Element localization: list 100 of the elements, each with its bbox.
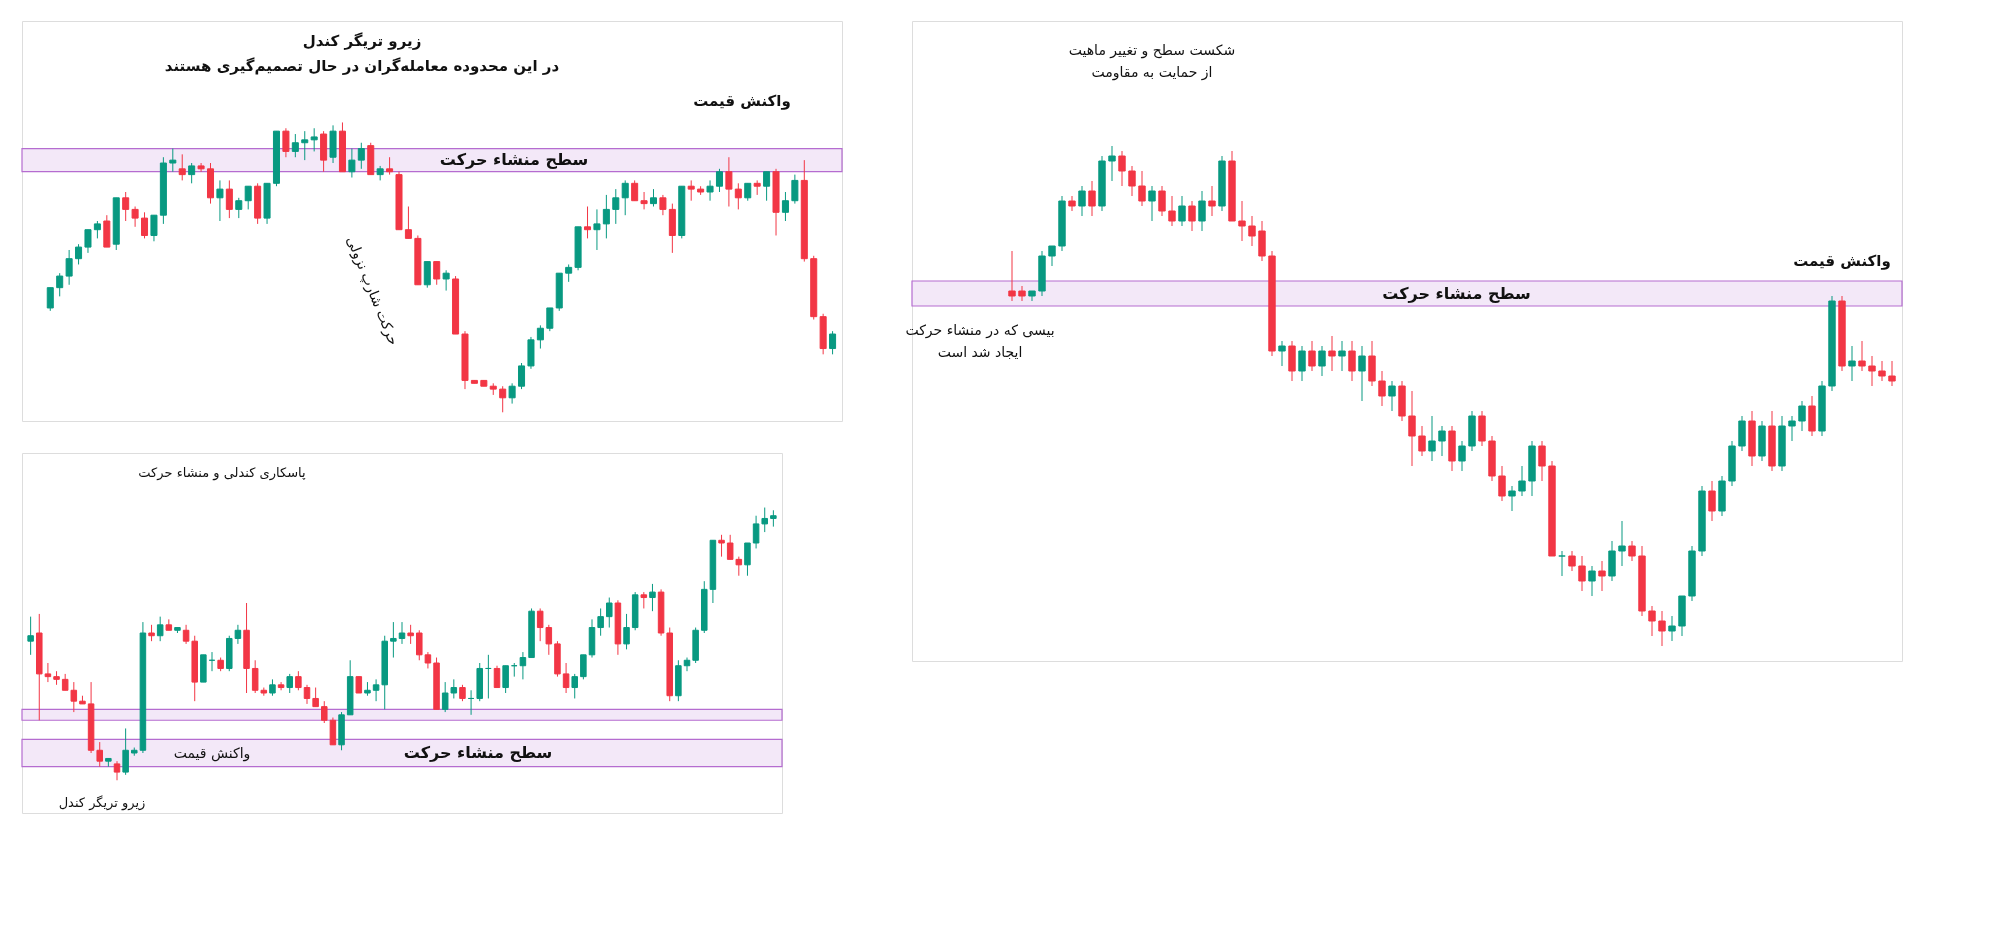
candlestick bbox=[150, 214, 158, 242]
candlestick bbox=[1658, 610, 1666, 647]
candlestick bbox=[1868, 355, 1876, 387]
candlestick bbox=[571, 673, 578, 699]
text: زیرو تریگر کندل bbox=[58, 795, 146, 811]
candlestick bbox=[1418, 425, 1426, 457]
candlestick bbox=[536, 324, 544, 350]
annotation: واکنش قیمت bbox=[1793, 252, 1891, 270]
band-label: سطح منشاء حرکت bbox=[1382, 283, 1531, 303]
candlestick bbox=[1378, 370, 1386, 407]
candlestick bbox=[407, 624, 414, 645]
candlestick bbox=[1108, 145, 1116, 182]
candlestick bbox=[27, 616, 34, 656]
candlestick bbox=[1068, 195, 1076, 212]
candlestick bbox=[1358, 345, 1366, 402]
candlestick bbox=[1078, 185, 1086, 217]
candlestick bbox=[1588, 565, 1596, 597]
candlestick bbox=[1188, 200, 1196, 232]
candlestick bbox=[499, 385, 507, 413]
candlestick bbox=[612, 188, 620, 225]
candlestick bbox=[169, 148, 177, 173]
band-label: سطح منشاء حرکت bbox=[439, 150, 589, 170]
candlestick bbox=[1438, 425, 1446, 457]
candlestick bbox=[56, 272, 64, 297]
candlestick bbox=[1708, 480, 1716, 522]
candlestick bbox=[1088, 180, 1096, 217]
candlestick bbox=[1238, 200, 1246, 242]
candlestick bbox=[1508, 485, 1516, 512]
candlestick bbox=[1628, 540, 1636, 562]
candlestick bbox=[508, 382, 516, 405]
candlestick bbox=[580, 654, 587, 680]
candlestick bbox=[1318, 345, 1326, 377]
candlestick bbox=[640, 191, 648, 210]
candlestick bbox=[277, 681, 285, 691]
candlestick bbox=[502, 665, 509, 694]
candlestick bbox=[763, 171, 771, 202]
candlestick bbox=[1048, 245, 1056, 267]
annotation: حرکت شارپ نزولی bbox=[342, 233, 403, 348]
candlestick bbox=[623, 613, 630, 650]
candlestick bbox=[178, 153, 186, 181]
annotation: واکنش قیمت bbox=[173, 745, 251, 762]
annotation: ایجاد شد است bbox=[937, 344, 1023, 360]
candlestick bbox=[310, 127, 318, 152]
candlestick bbox=[122, 727, 129, 776]
text: در این محدوده معامله‌گران در حال تصمیم‌گیری هستند bbox=[164, 57, 560, 75]
candlestick bbox=[606, 597, 613, 629]
candlestick bbox=[1428, 415, 1436, 462]
candlestick bbox=[1888, 360, 1896, 387]
candlestick bbox=[725, 156, 733, 208]
candlestick bbox=[291, 133, 299, 158]
candlestick bbox=[1558, 550, 1566, 577]
candlestick bbox=[546, 307, 554, 332]
candlestick bbox=[442, 269, 450, 292]
candlestick bbox=[225, 179, 233, 219]
candlestick bbox=[1138, 170, 1146, 207]
candlestick bbox=[518, 362, 526, 390]
candlestick bbox=[1788, 415, 1796, 442]
candlestick bbox=[1568, 550, 1576, 572]
candlestick bbox=[744, 542, 751, 577]
band-label: سطح منشاء حرکت bbox=[403, 743, 553, 762]
candlestick bbox=[562, 662, 570, 694]
candlestick bbox=[1518, 465, 1526, 497]
text: واکنش قیمت bbox=[693, 92, 791, 110]
candlestick bbox=[1878, 360, 1886, 382]
candlestick bbox=[631, 179, 639, 202]
candlestick bbox=[734, 182, 742, 210]
candlestick bbox=[423, 261, 431, 289]
candlestick bbox=[687, 179, 695, 202]
candlestick bbox=[593, 208, 601, 251]
candlestick bbox=[1308, 340, 1316, 372]
candlestick bbox=[398, 621, 406, 645]
candlestick bbox=[122, 191, 130, 222]
annotation: بیسی که در منشاء حرکت bbox=[905, 322, 1055, 339]
text: زیرو تریگر کندل bbox=[302, 32, 422, 50]
candlestick bbox=[113, 760, 121, 781]
candlestick bbox=[1618, 520, 1626, 567]
candlestick bbox=[156, 616, 164, 642]
candlestick bbox=[659, 194, 667, 216]
candlestick bbox=[216, 179, 224, 222]
candlestick bbox=[1198, 190, 1206, 232]
candlestick bbox=[1408, 390, 1416, 467]
text: از حمایت به مقاومت bbox=[1091, 64, 1213, 81]
candlestick bbox=[1338, 340, 1346, 372]
candlestick bbox=[519, 651, 527, 680]
candlestick bbox=[718, 534, 725, 558]
candlestick bbox=[1298, 345, 1306, 382]
candlestick bbox=[235, 197, 243, 219]
candlestick bbox=[348, 148, 356, 179]
candlestick bbox=[244, 185, 252, 210]
candlestick bbox=[493, 665, 501, 689]
candlestick bbox=[1458, 440, 1466, 472]
candlestick bbox=[1848, 345, 1856, 382]
candlestick bbox=[1118, 150, 1126, 187]
candlestick bbox=[829, 330, 837, 355]
candlestick bbox=[1598, 560, 1606, 592]
candlestick bbox=[433, 261, 441, 286]
candlestick bbox=[188, 162, 196, 184]
candlestick bbox=[1168, 195, 1176, 227]
candlestick bbox=[597, 607, 604, 637]
candlestick bbox=[301, 130, 309, 161]
